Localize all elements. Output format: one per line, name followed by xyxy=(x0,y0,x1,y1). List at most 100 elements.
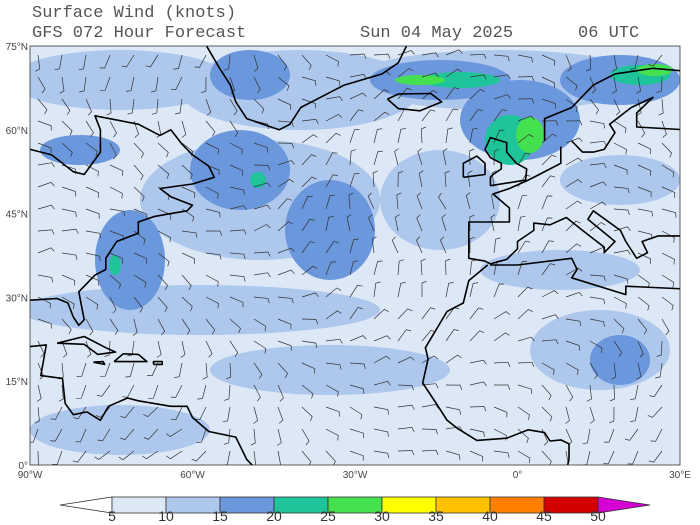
wind-barb xyxy=(416,214,423,232)
wind-barb xyxy=(73,406,87,420)
wind-barb xyxy=(637,186,652,197)
wind-barb xyxy=(85,142,98,157)
wind-barb xyxy=(565,406,570,424)
wind-barb xyxy=(191,450,207,462)
wind-barb xyxy=(373,89,390,100)
wind-barb xyxy=(301,340,318,349)
wind-barb xyxy=(565,220,581,232)
wind-barb xyxy=(253,384,261,402)
wind-barb xyxy=(445,384,463,390)
wind-barb xyxy=(469,74,487,80)
wind-barb xyxy=(493,332,510,342)
wind-barb xyxy=(277,384,284,402)
colorbar-label: 45 xyxy=(536,508,552,524)
wind-barb xyxy=(421,355,439,364)
wind-barb xyxy=(421,428,438,435)
wind-barb xyxy=(397,450,415,456)
wind-barb xyxy=(106,98,112,116)
wind-barb xyxy=(196,428,207,443)
wind-barb xyxy=(229,164,244,176)
wind-barb xyxy=(565,267,583,276)
wind-barb xyxy=(181,120,187,138)
wind-barb xyxy=(61,98,71,115)
colorbar-label: 25 xyxy=(320,508,336,524)
wind-barb xyxy=(469,127,478,144)
map-area xyxy=(30,46,680,465)
wind-barb xyxy=(517,240,531,254)
wind-barb xyxy=(589,76,597,94)
wind-barb xyxy=(253,224,271,232)
wind-barb xyxy=(301,362,316,374)
wind-barb xyxy=(85,120,94,138)
wind-barb xyxy=(517,309,533,320)
wind-barb xyxy=(541,290,559,298)
lon-label: 30°E xyxy=(669,470,691,481)
wind-barb xyxy=(589,296,606,305)
wind-barb xyxy=(35,54,41,72)
wind-barb xyxy=(349,53,367,59)
wind-barb xyxy=(52,450,63,465)
wind-barb xyxy=(253,164,271,171)
wind-barb xyxy=(373,335,391,342)
wind-barb xyxy=(181,164,193,180)
wind-barb xyxy=(368,214,375,232)
lat-label: 15°N xyxy=(6,377,28,388)
wind-barb xyxy=(541,133,558,144)
wind-barb xyxy=(445,87,460,100)
wind-barb xyxy=(133,120,140,138)
colorbar-label: 10 xyxy=(158,508,174,524)
wind-barb xyxy=(647,406,663,418)
wind-barb xyxy=(325,338,343,344)
wind-barb xyxy=(301,134,318,144)
wind-barb xyxy=(325,406,340,417)
wind-barb xyxy=(37,247,55,254)
wind-barb xyxy=(491,170,497,188)
wind-barb xyxy=(517,260,528,276)
wind-barb xyxy=(325,96,343,102)
wind-barb xyxy=(325,152,338,166)
wind-barb xyxy=(277,160,295,166)
lon-label: 0° xyxy=(513,470,523,481)
wind-barb xyxy=(165,428,183,438)
wind-barb xyxy=(589,247,607,254)
wind-barb xyxy=(541,154,557,166)
wind-barb xyxy=(325,54,339,67)
wind-barb xyxy=(349,384,365,394)
wind-barb xyxy=(229,229,247,235)
wind-barb xyxy=(277,296,294,304)
wind-barb xyxy=(85,274,100,286)
colorbar-under xyxy=(59,496,113,514)
wind-barb xyxy=(469,381,487,387)
wind-barb xyxy=(170,406,183,420)
wind-barb xyxy=(50,428,63,442)
wind-barb xyxy=(346,214,352,232)
wind-barb xyxy=(349,238,359,254)
wind-barb xyxy=(565,76,578,91)
wind-barb xyxy=(604,428,615,443)
wind-barb xyxy=(603,450,615,465)
wind-barb xyxy=(613,249,631,255)
wind-barb xyxy=(493,450,510,458)
wind-barb xyxy=(661,164,675,178)
coastline xyxy=(468,146,680,265)
wind-barb xyxy=(661,208,677,218)
wind-barb xyxy=(445,426,463,432)
wind-barb xyxy=(36,384,42,402)
wind-barb xyxy=(367,192,375,210)
wind-barbs xyxy=(30,49,677,465)
wind-barb xyxy=(174,362,183,378)
wind-barb xyxy=(54,54,63,71)
wind-barb xyxy=(194,54,207,68)
wind-barb xyxy=(133,208,148,220)
wind-barb xyxy=(394,148,399,166)
wind-barb xyxy=(541,98,556,109)
wind-barb xyxy=(61,340,68,358)
wind-barb xyxy=(349,406,363,420)
wind-barb xyxy=(301,98,316,109)
wind-barb xyxy=(157,252,170,267)
wind-barb xyxy=(541,120,559,126)
wind-barb xyxy=(325,428,339,441)
wind-barb xyxy=(37,98,48,115)
wind-barb xyxy=(589,98,600,115)
wind-barb xyxy=(418,170,424,188)
